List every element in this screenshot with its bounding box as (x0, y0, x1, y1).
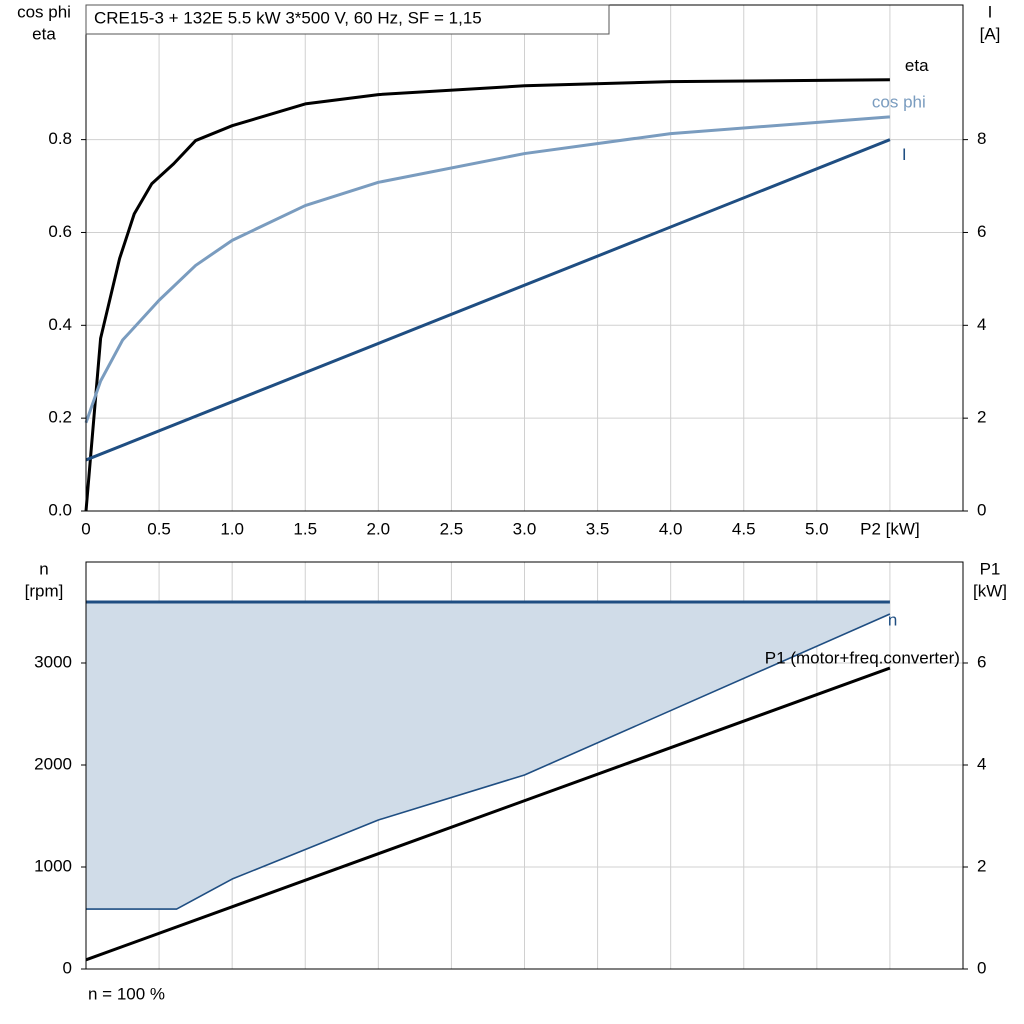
y2-tick-label: 6 (977, 652, 986, 671)
y2-tick-label: 8 (977, 129, 986, 148)
y-tick-label: 0.2 (48, 408, 72, 427)
series-line (85, 138, 891, 462)
y2-tick-label: 4 (977, 315, 986, 334)
plot-frame (85, 561, 964, 970)
x-tick-label: 3.5 (586, 519, 610, 538)
x-tick-label: 1.0 (220, 519, 244, 538)
series-line (84, 78, 890, 512)
series-line (86, 613, 891, 910)
y-tick-label: 0.0 (48, 500, 72, 519)
y-axis-label: n (39, 559, 48, 578)
title-box (85, 4, 610, 35)
x-tick-label: 0 (81, 519, 90, 538)
y2-tick-label: 0 (977, 500, 986, 519)
y-tick-label: 1000 (34, 856, 72, 875)
x-tick-label: 2.0 (367, 519, 391, 538)
x-tick-label: 0.5 (147, 519, 171, 538)
y-tick-label: 3000 (34, 652, 72, 671)
x-tick-label: 1.5 (293, 519, 317, 538)
y2-axis-label: P1 (980, 559, 1001, 578)
x-tick-label: 4.0 (659, 519, 683, 538)
y2-tick-label: 2 (977, 856, 986, 875)
y-axis-label: [rpm] (25, 581, 64, 600)
series-line (84, 115, 891, 424)
y-tick-label: 0.8 (48, 129, 72, 148)
y-tick-label: 0.6 (48, 222, 72, 241)
y-tick-label: 2000 (34, 754, 72, 773)
x-tick-label: 3.0 (513, 519, 537, 538)
y-tick-label: 0.4 (48, 315, 72, 334)
chart-title: CRE15-3 + 132E 5.5 kW 3*500 V, 60 Hz, SF… (94, 8, 482, 27)
y2-axis-label: [A] (980, 24, 1001, 43)
annotation: n = 100 % (88, 984, 165, 1003)
series-label: n (888, 611, 897, 630)
x-tick-label: 4.5 (732, 519, 756, 538)
y2-axis-label: I (988, 2, 993, 21)
y2-tick-label: 2 (977, 408, 986, 427)
y2-tick-label: 4 (977, 754, 986, 773)
y-axis-label: eta (32, 24, 56, 43)
y2-tick-label: 0 (977, 958, 986, 977)
series-label: P1 (motor+freq.converter) (765, 649, 960, 668)
x-tick-label: 2.5 (440, 519, 464, 538)
y-tick-label: 0 (63, 958, 72, 977)
series-label: cos phi (872, 92, 926, 111)
y-axis-label: cos phi (17, 2, 71, 21)
y2-axis-label: [kW] (973, 581, 1007, 600)
series-line (85, 666, 891, 962)
area-fill (86, 601, 890, 910)
series-label: eta (905, 56, 929, 75)
x-tick-label: 5.0 (805, 519, 829, 538)
x-tick-label: P2 [kW] (860, 519, 920, 538)
series-label: I (902, 145, 907, 164)
y2-tick-label: 6 (977, 222, 986, 241)
